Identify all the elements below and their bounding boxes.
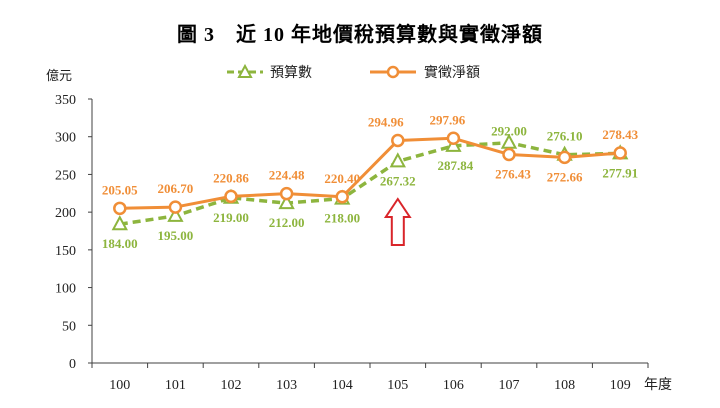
actual-data-label: 276.43 (495, 166, 531, 181)
chart-title: 圖 3 近 10 年地價稅預算數與實徵淨額 (177, 22, 543, 46)
budget-marker (389, 152, 406, 168)
annotations (383, 197, 412, 246)
up-arrow-icon (383, 197, 412, 246)
x-tick-label: 103 (276, 378, 297, 393)
actual-marker (557, 150, 572, 165)
actual-data-label: 297.96 (430, 112, 466, 127)
budget-marker (111, 215, 128, 231)
legend-circle-icon (386, 65, 400, 79)
x-tick-label: 100 (109, 378, 130, 393)
y-tick-label: 50 (62, 319, 76, 334)
budget-marker (278, 193, 295, 210)
legend-actual-label: 實徵淨額 (424, 64, 480, 81)
budget-data-label: 195.00 (158, 228, 194, 243)
x-tick-label: 108 (554, 378, 575, 393)
legend: 預算數 實徵淨額 (227, 63, 480, 81)
budget-data-label: 218.00 (324, 211, 360, 226)
x-tick-label: 109 (610, 378, 631, 393)
y-axis-title: 億元 (46, 68, 72, 83)
actual-line (119, 136, 621, 210)
budget-data-label: 267.32 (380, 173, 416, 188)
x-tick-label: 102 (221, 378, 242, 393)
actual-marker (168, 200, 183, 214)
actual-marker (613, 146, 627, 160)
actual-data-label: 220.86 (213, 170, 249, 185)
y-tick-label: 200 (55, 206, 76, 221)
actual-data-label: 220.40 (324, 171, 360, 186)
legend-item-actual: 實徵淨額 (370, 64, 480, 81)
x-tick-label: 105 (387, 378, 408, 393)
y-tick-label: 100 (55, 282, 76, 297)
actual-data-label: 206.70 (158, 181, 194, 196)
y-tick-label: 300 (55, 131, 76, 146)
budget-marker (167, 206, 184, 222)
y-tick-label: 150 (55, 244, 76, 259)
budget-line (119, 140, 621, 226)
budget-data-label: 277.91 (602, 165, 638, 180)
legend-budget-label: 預算數 (270, 65, 312, 81)
legend-triangle-icon (237, 63, 253, 78)
x-axis-title: 年度 (644, 377, 672, 393)
budget-data-label: 287.84 (438, 158, 474, 173)
budget-data-label: 219.00 (213, 210, 249, 225)
x-tick-label: 104 (332, 378, 353, 393)
actual-data-label: 272.66 (547, 169, 583, 184)
plot-area (111, 131, 629, 231)
actual-data-label: 278.43 (602, 127, 638, 142)
actual-marker (335, 190, 349, 204)
budget-data-label: 184.00 (102, 236, 138, 251)
actual-marker (446, 131, 461, 146)
y-tick-label: 250 (55, 168, 76, 183)
x-tick-label: 107 (499, 378, 520, 393)
actual-marker (224, 189, 238, 204)
x-tick-label: 101 (165, 378, 186, 393)
axes: 0 50 100 150 200 250 300 350 100 101 102 103 104 105 1… (55, 93, 649, 393)
budget-data-label: 292.00 (491, 124, 527, 139)
actual-marker (279, 186, 294, 201)
actual-marker (391, 133, 405, 148)
data-labels: 184.00 195.00 219.00 212.00 218.00 267.32 287.… (102, 112, 639, 251)
budget-data-label: 212.00 (269, 215, 305, 230)
y-tick-label: 350 (55, 93, 76, 108)
budget-data-label: 276.10 (547, 129, 583, 144)
actual-data-label: 224.48 (269, 168, 305, 183)
y-tick-label: 0 (69, 357, 76, 372)
actual-marker (113, 201, 127, 216)
actual-data-label: 294.96 (368, 115, 404, 130)
actual-marker (502, 147, 516, 162)
legend-item-budget: 預算數 (227, 63, 312, 81)
actual-data-label: 205.05 (102, 182, 138, 197)
x-tick-label: 106 (443, 378, 464, 393)
